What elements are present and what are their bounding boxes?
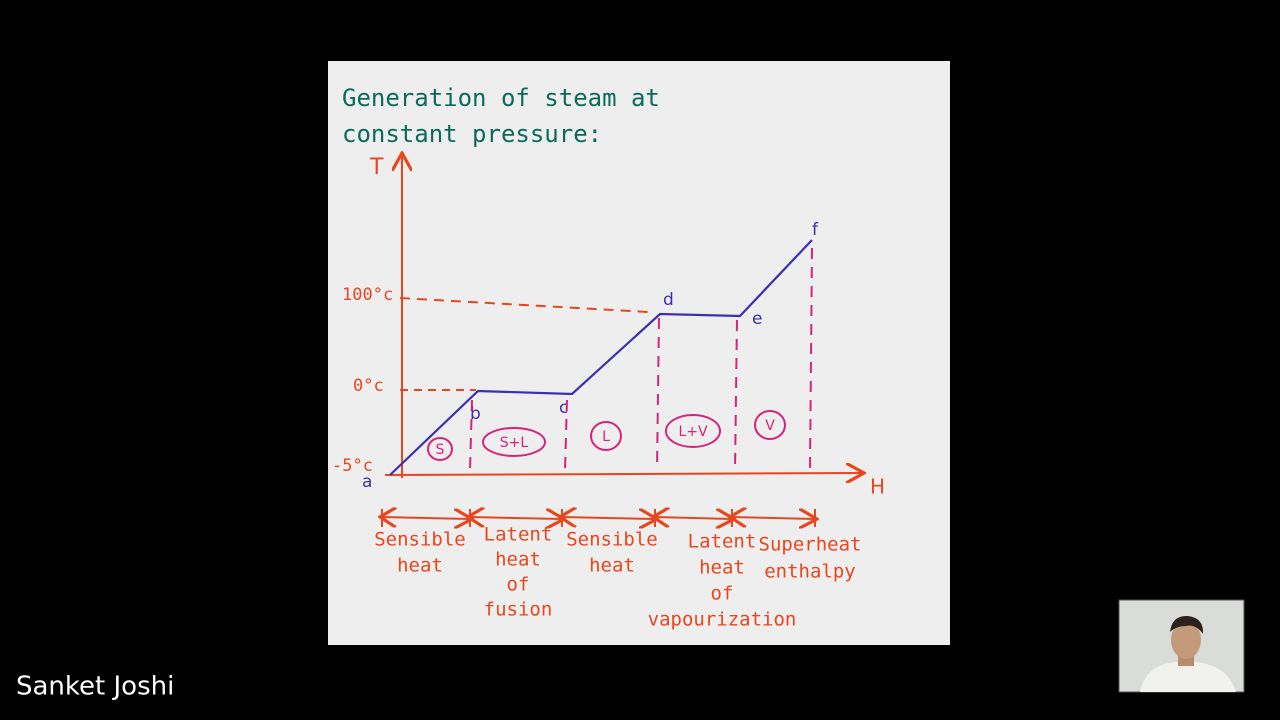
point-label: a: [362, 472, 372, 492]
phase-divider: [734, 319, 738, 471]
stage-label: heat: [495, 549, 541, 571]
phase-circle: [590, 421, 622, 451]
heating-curve: [389, 239, 813, 476]
temperature-label: 0°c: [353, 376, 384, 396]
x-axis-label: H: [870, 475, 885, 499]
title-line: Generation of steam at: [342, 84, 660, 112]
stage-label: enthalpy: [764, 561, 856, 583]
stage-range: [732, 517, 815, 519]
stage-label: Latent: [688, 531, 757, 553]
phase-label: S: [436, 442, 445, 458]
point-label: e: [752, 309, 762, 329]
title-line: constant pressure:: [342, 120, 602, 148]
phase-divider: [656, 317, 660, 471]
phase-circle: [754, 410, 786, 440]
webcam: [1118, 599, 1245, 693]
point-label: f: [812, 220, 819, 240]
phase-circle: [482, 427, 546, 457]
stage-label: fusion: [484, 599, 553, 621]
x-axis: [384, 473, 862, 475]
phase-circle: [665, 414, 721, 448]
stage-label: Sensible: [566, 529, 658, 551]
point-label: d: [663, 290, 674, 310]
stage-label: heat: [699, 557, 745, 579]
phase-label: L+V: [678, 424, 708, 440]
stage-label: Latent: [484, 524, 553, 546]
stage-label: of: [507, 574, 530, 596]
stage-label: heat: [589, 555, 635, 577]
temperature-label: -5°c: [332, 456, 373, 476]
phase-label: S+L: [500, 435, 529, 451]
phase-divider: [564, 399, 568, 471]
stage-range: [655, 517, 732, 519]
temperature-label: 100°c: [342, 285, 393, 305]
guide-100: [399, 297, 649, 313]
stage-label: vapourization: [648, 609, 797, 631]
stage-range: [382, 517, 470, 519]
stage-label: Sensible: [374, 529, 466, 551]
phase-divider: [469, 399, 473, 471]
phase-label: V: [765, 418, 775, 434]
diagram: Generation of steam at constant pressure:…: [332, 84, 885, 631]
stage-label: heat: [397, 555, 443, 577]
stage-label: Superheat: [759, 534, 862, 556]
presenter-name: Sanket Joshi: [16, 672, 174, 702]
phase-label: L: [602, 429, 610, 445]
stage-range: [470, 517, 562, 519]
y-axis-label: T: [369, 155, 384, 180]
paper: [328, 61, 950, 645]
point-label: b: [470, 404, 481, 424]
point-label: c: [559, 398, 568, 418]
phase-circle: [427, 437, 453, 461]
stage-label: of: [711, 583, 734, 605]
stage-range: [562, 517, 655, 519]
